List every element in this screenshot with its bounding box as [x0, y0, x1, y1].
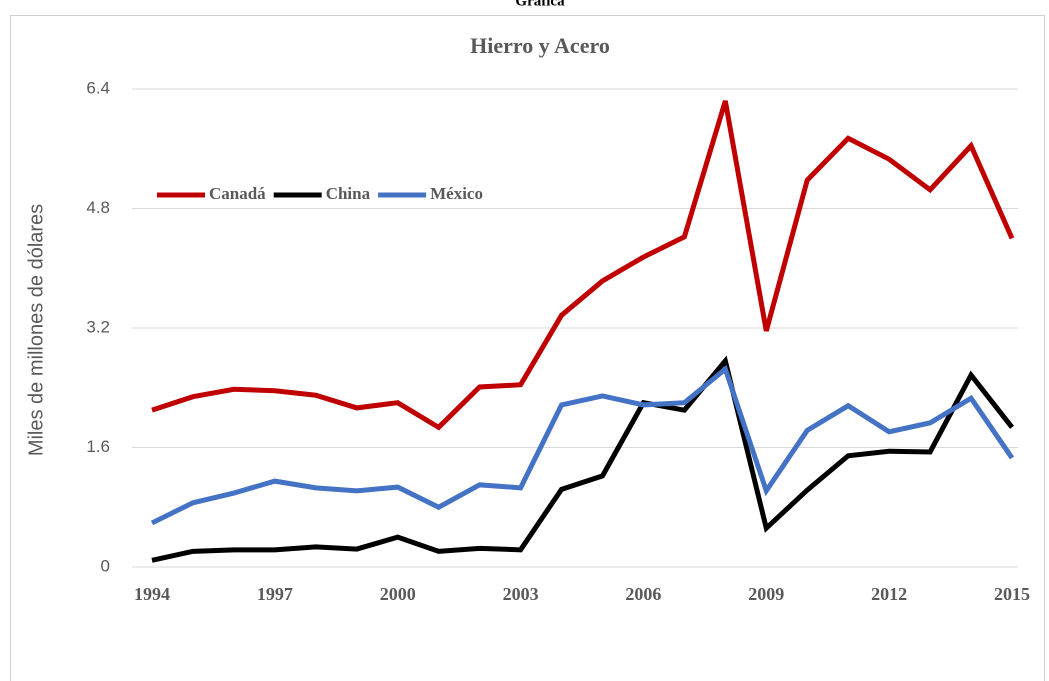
x-tick-label: 2015	[994, 584, 1030, 604]
heading: Gráfica	[515, 0, 565, 9]
data-line	[151, 355, 1014, 563]
chart-title: Hierro y Acero	[470, 33, 610, 58]
legend-label: China	[326, 184, 371, 203]
legend-label: Canadá	[209, 184, 266, 203]
chart-frame	[10, 15, 1045, 681]
y-tick-label: 4.8	[86, 198, 110, 217]
data-line	[150, 364, 1015, 526]
x-tick-label: 1994	[134, 584, 170, 604]
x-tick-label: 2003	[503, 584, 539, 604]
data-line	[151, 100, 1015, 431]
x-tick-label: 2006	[625, 584, 661, 604]
y-tick-label: 0	[101, 556, 110, 575]
x-tick-label: 2000	[380, 584, 416, 604]
y-axis-label: Miles de millones de dólares	[25, 204, 47, 456]
y-tick-label: 1.6	[86, 437, 110, 456]
x-tick-label: 2009	[748, 584, 784, 604]
x-tick-label: 1997	[257, 584, 293, 604]
x-tick-label: 2012	[871, 584, 907, 604]
y-tick-label: 6.4	[86, 78, 110, 97]
legend-label: México	[430, 184, 483, 203]
y-tick-label: 3.2	[86, 317, 110, 336]
